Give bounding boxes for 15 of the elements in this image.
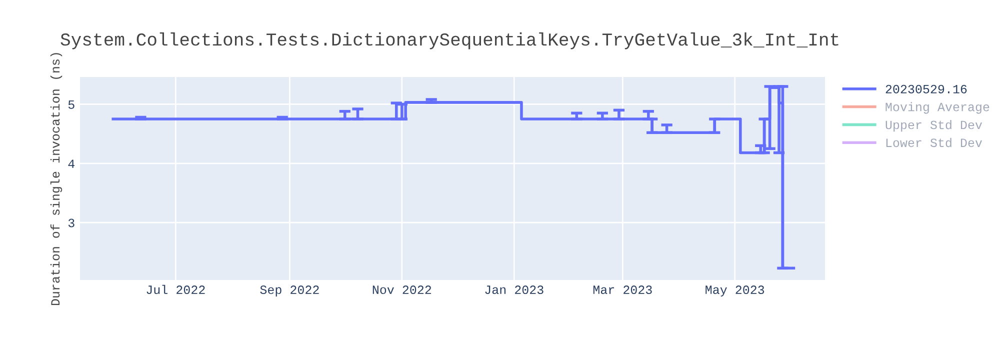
x-tick-label: Sep 2022	[260, 286, 319, 297]
y-tick-label: 5	[68, 100, 74, 109]
chart-title: System.Collections.Tests.DictionarySequentialKeys.TryGetValue_3k_Int_Int	[60, 32, 838, 50]
y-tick-label: 3	[68, 218, 74, 228]
x-tick-label: Jul 2022	[146, 284, 205, 294]
x-tick-label: May 2023	[706, 286, 764, 297]
legend-label: 20230529.16	[886, 84, 967, 94]
y-tick-label: 4	[68, 160, 75, 168]
legend-label: Upper Std Dev	[886, 120, 982, 132]
x-tick-label: Nov 2022	[372, 286, 432, 294]
legend-label: Lower Std Dev	[886, 138, 982, 148]
legend-label: Moving Average	[886, 102, 990, 114]
x-tick-label: Jan 2023	[485, 286, 544, 294]
y-axis-title: Duration of single invocation (ns)	[50, 53, 62, 306]
x-tick-label: Mar 2023	[593, 286, 652, 294]
